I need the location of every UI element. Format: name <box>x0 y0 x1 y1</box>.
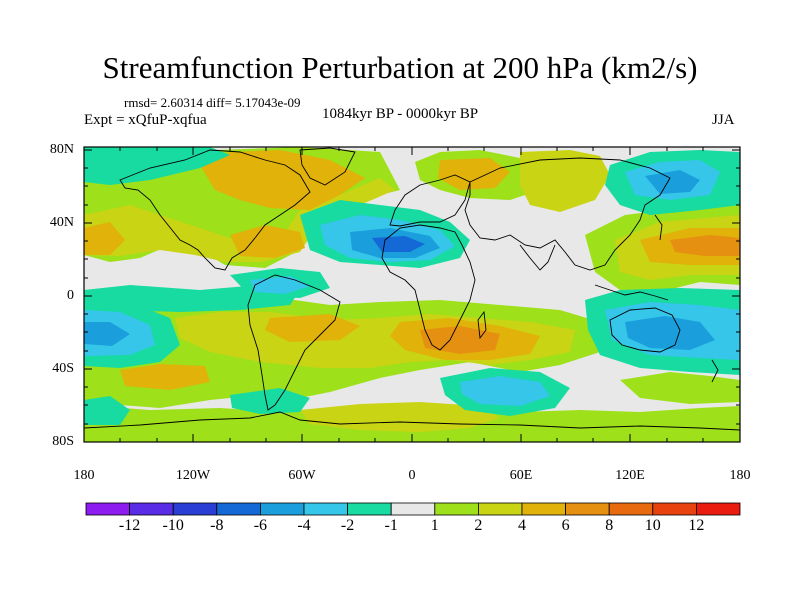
y-tick-label: 80N <box>49 142 74 157</box>
season-label: JJA <box>712 112 735 128</box>
y-ticks-right <box>732 149 740 443</box>
y-tick-label: 0 <box>67 288 74 303</box>
coastlines <box>84 147 740 431</box>
x-tick-label: 0 <box>408 468 416 483</box>
coastline-south-america <box>247 274 341 411</box>
positive-region <box>84 178 395 262</box>
coastline-antarctica <box>84 411 740 431</box>
positive-region <box>620 372 740 404</box>
colorbar-label: 2 <box>474 517 483 534</box>
y-tick-label: 80S <box>52 434 74 449</box>
colorbar-label: 1 <box>430 517 439 534</box>
colorbar-label: -8 <box>210 517 224 534</box>
colorbar <box>85 502 741 516</box>
colorbar-label: 6 <box>561 517 570 534</box>
colorbar-box <box>85 502 130 516</box>
negative-region <box>460 376 550 406</box>
y-tick-label: 40S <box>52 361 74 376</box>
colorbar-label: -12 <box>118 517 141 534</box>
colorbar-box <box>347 502 392 516</box>
positive-region <box>120 364 210 390</box>
positive-region <box>265 314 360 342</box>
colorbar-label: -2 <box>340 517 355 534</box>
coastline-asia <box>464 157 671 271</box>
colorbar-box <box>172 502 218 516</box>
positive-region <box>200 150 365 210</box>
y-tick-label: 40N <box>49 215 74 230</box>
negative-region <box>625 316 715 350</box>
colorbar-label: -1 <box>384 517 398 534</box>
coastline-new-zealand <box>711 359 719 383</box>
x-tick-label: 120E <box>615 468 645 483</box>
x-ticks-top <box>83 147 741 155</box>
x-tick-label: 60W <box>288 468 316 483</box>
map-field <box>84 147 740 442</box>
chart-title: Streamfunction Perturbation at 200 hPa (… <box>102 50 698 85</box>
negative-region <box>84 396 130 425</box>
x-tick-label: 60E <box>509 468 533 483</box>
y-ticks-left <box>84 149 92 443</box>
x-ticks-bottom <box>83 434 741 442</box>
colorbar-box <box>608 502 654 516</box>
x-tick-label: 120W <box>175 468 211 483</box>
negative-region <box>84 322 130 346</box>
negative-region <box>645 170 700 194</box>
positive-region <box>300 402 500 432</box>
colorbar-label: -4 <box>297 517 311 534</box>
positive-anomalies <box>84 147 740 442</box>
colorbar-box <box>652 502 697 516</box>
colorbar-label: 8 <box>605 517 614 534</box>
coastline-north-america <box>119 149 311 271</box>
colorbar-box <box>521 502 566 516</box>
coastline-africa <box>381 224 476 351</box>
positive-region <box>84 222 125 255</box>
negative-anomalies <box>84 147 740 425</box>
coastline-india <box>519 244 556 271</box>
colorbar-box <box>696 502 741 516</box>
colorbar-box <box>390 502 436 516</box>
experiment-label: Expt = xQfuP-xqfua <box>84 112 207 128</box>
axis-ticks <box>83 147 741 443</box>
period-label: 1084kyr BP - 0000kyr BP <box>322 106 479 122</box>
colorbar-box <box>303 502 348 516</box>
colorbar-label: -6 <box>253 517 268 534</box>
colorbar-box <box>259 502 305 516</box>
coastline-madagascar <box>477 310 487 340</box>
coastline-greenland <box>299 147 356 186</box>
x-tick-label: 180 <box>73 468 95 483</box>
coastline-australia <box>609 307 681 353</box>
colorbar-label: -10 <box>162 517 184 534</box>
positive-region <box>230 225 305 258</box>
positive-region <box>670 235 740 256</box>
colorbar-box <box>129 502 174 516</box>
positive-region <box>438 158 510 190</box>
coastline-japan <box>654 214 663 241</box>
colorbar-box <box>565 502 610 516</box>
negative-region <box>230 388 310 414</box>
positive-region <box>420 326 500 354</box>
coastline-indonesia <box>594 284 669 301</box>
colorbar-label: 4 <box>518 517 526 534</box>
stats-text: rmsd= 2.60314 diff= 5.17043e-09 <box>124 95 301 110</box>
positive-region <box>520 150 610 212</box>
colorbar-label: 12 <box>688 517 705 534</box>
colorbar-box <box>477 502 523 516</box>
colorbar-box <box>434 502 479 516</box>
colorbar-box <box>216 502 261 516</box>
x-tick-label: 180 <box>729 468 751 483</box>
colorbar-label: 10 <box>644 517 661 534</box>
